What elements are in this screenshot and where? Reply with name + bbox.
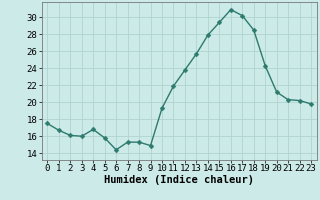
X-axis label: Humidex (Indice chaleur): Humidex (Indice chaleur) [104,175,254,185]
